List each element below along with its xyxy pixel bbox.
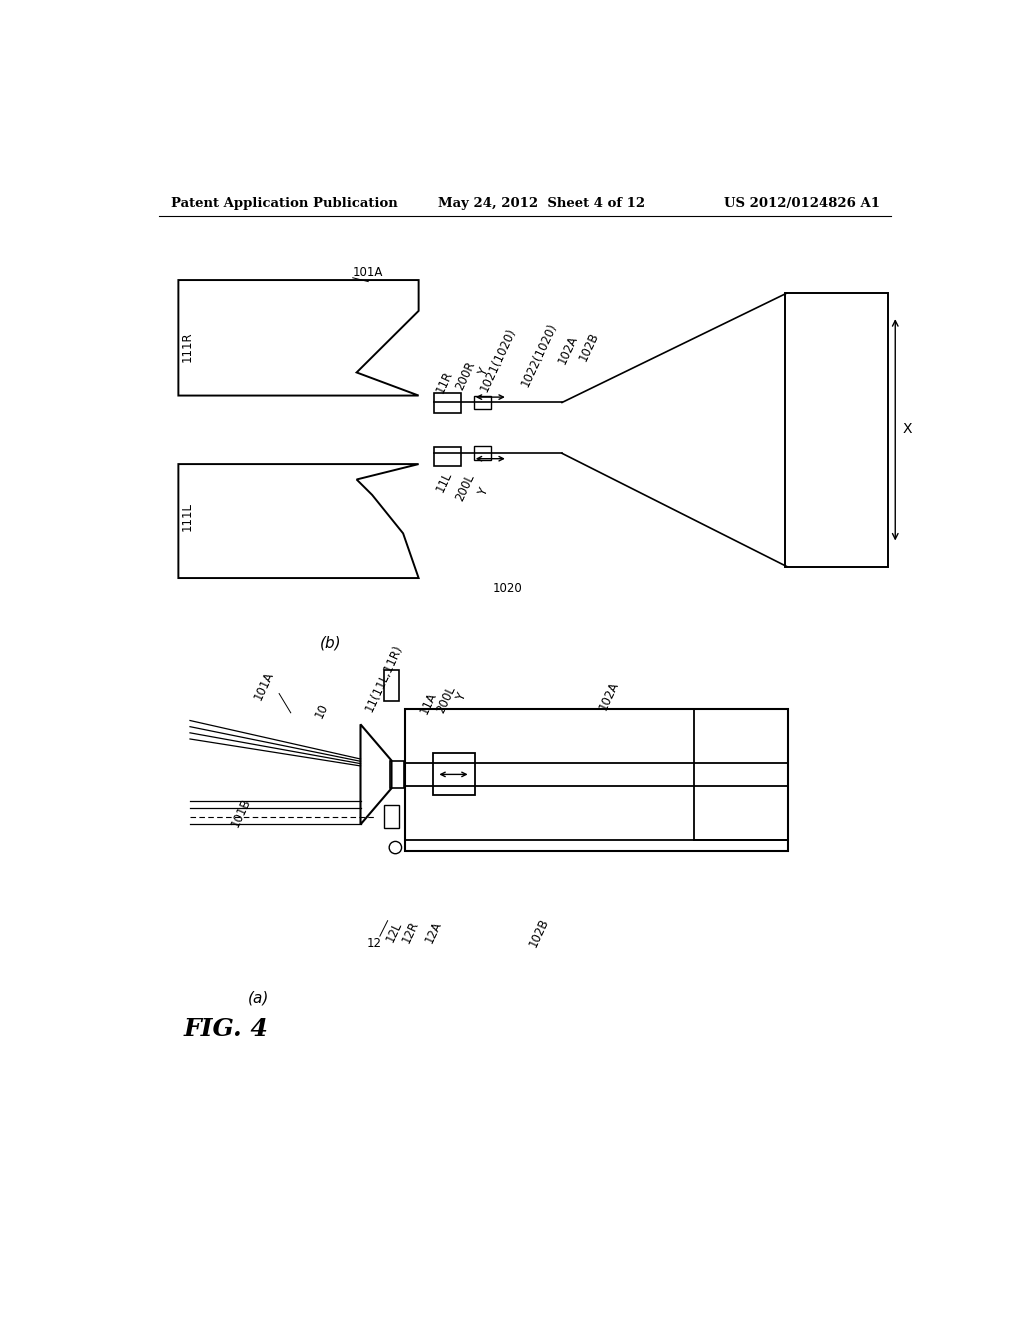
Text: 101B: 101B xyxy=(228,796,253,829)
Bar xyxy=(404,709,788,851)
Text: 200L: 200L xyxy=(454,473,477,504)
Bar xyxy=(785,293,888,566)
Text: 1020: 1020 xyxy=(493,582,522,594)
Text: Y: Y xyxy=(475,487,490,499)
Text: 11(11L,11R): 11(11L,11R) xyxy=(362,643,404,714)
Text: 101A: 101A xyxy=(352,265,383,279)
Text: 11R: 11R xyxy=(433,368,455,395)
Text: 12: 12 xyxy=(367,937,382,950)
Text: Y: Y xyxy=(454,692,469,704)
Bar xyxy=(404,785,788,840)
Bar xyxy=(384,805,399,829)
Text: Y: Y xyxy=(475,367,490,379)
Text: X: X xyxy=(903,422,912,437)
Text: FIG. 4: FIG. 4 xyxy=(183,1016,268,1040)
Text: 12R: 12R xyxy=(399,919,421,945)
Bar xyxy=(474,446,492,461)
Text: 102A: 102A xyxy=(556,333,581,366)
Text: 111R: 111R xyxy=(180,331,194,363)
Text: 111L: 111L xyxy=(180,502,194,531)
Text: 101A: 101A xyxy=(251,669,275,702)
Text: (b): (b) xyxy=(321,636,342,651)
Bar xyxy=(474,396,492,409)
Bar xyxy=(434,447,461,466)
Text: (a): (a) xyxy=(248,990,269,1006)
Text: 102B: 102B xyxy=(577,330,601,363)
Bar xyxy=(384,671,399,701)
Text: 12A: 12A xyxy=(423,919,444,945)
Bar xyxy=(390,760,403,788)
Text: 102A: 102A xyxy=(596,680,621,713)
Text: 102B: 102B xyxy=(526,916,551,949)
Text: 12L: 12L xyxy=(384,920,404,945)
Text: 10: 10 xyxy=(312,702,331,721)
Text: 200L: 200L xyxy=(434,684,458,715)
Text: US 2012/0124826 A1: US 2012/0124826 A1 xyxy=(724,197,880,210)
Text: 1021(1020): 1021(1020) xyxy=(478,326,519,395)
Text: May 24, 2012  Sheet 4 of 12: May 24, 2012 Sheet 4 of 12 xyxy=(438,197,645,210)
Text: 200R: 200R xyxy=(453,359,477,392)
Text: 11L: 11L xyxy=(434,470,455,494)
Bar xyxy=(404,709,788,763)
Bar xyxy=(432,752,475,795)
Text: Patent Application Publication: Patent Application Publication xyxy=(171,197,397,210)
Bar xyxy=(434,393,461,412)
Text: 11A: 11A xyxy=(418,690,439,717)
Text: 1022(1020): 1022(1020) xyxy=(518,321,559,388)
